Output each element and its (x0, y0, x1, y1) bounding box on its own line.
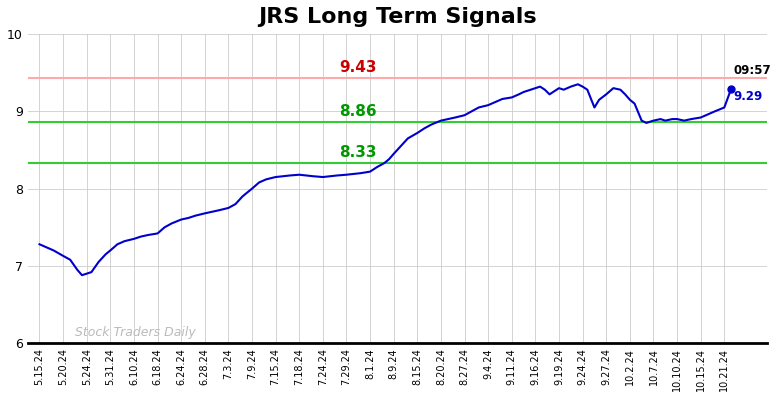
Title: JRS Long Term Signals: JRS Long Term Signals (258, 7, 536, 27)
Text: 9.43: 9.43 (339, 60, 377, 75)
Text: 8.86: 8.86 (339, 104, 377, 119)
Text: Stock Traders Daily: Stock Traders Daily (75, 326, 196, 339)
Text: 9.29: 9.29 (734, 90, 763, 103)
Text: 09:57: 09:57 (734, 64, 771, 77)
Text: 8.33: 8.33 (339, 145, 377, 160)
